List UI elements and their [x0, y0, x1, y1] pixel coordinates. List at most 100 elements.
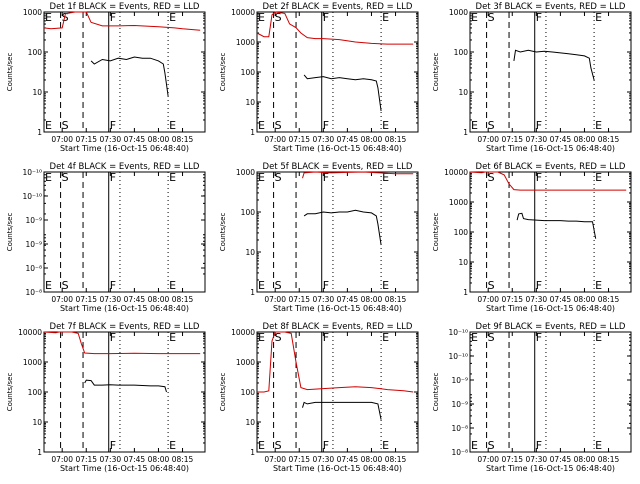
x-tick-label: 07:45	[550, 135, 572, 144]
x-axis-label: Start Time (16-Oct-15 06:48:40)	[60, 144, 189, 153]
events-series-line	[302, 401, 382, 420]
x-tick-label: 08:00	[574, 455, 596, 464]
x-tick-label: 07:30	[313, 455, 335, 464]
event-marker-label: E	[471, 439, 478, 452]
event-marker-label: E	[169, 279, 176, 292]
chart-title: Det 6f BLACK = Events, RED = LLD	[476, 162, 626, 172]
y-tick-label: 10000	[444, 168, 468, 177]
y-tick-label: 100	[28, 48, 43, 57]
y-tick-label: 1	[250, 128, 255, 137]
chart-svg: Det 7f BLACK = Events, RED = LLD10000100…	[6, 322, 206, 473]
lld-series-line	[257, 331, 414, 393]
x-tick-label: 07:45	[550, 455, 572, 464]
y-tick-label: 10⁻⁹	[451, 376, 468, 385]
y-axis-label: Counts/sec	[6, 373, 14, 412]
y-tick-label: 10⁻⁸	[25, 264, 42, 273]
event-marker-label: E	[382, 171, 389, 184]
x-tick-label: 07:45	[124, 455, 146, 464]
event-marker-label: E	[45, 11, 52, 24]
y-tick-label: 1000	[23, 358, 42, 367]
x-tick-label: 07:00	[264, 455, 286, 464]
event-marker-label: S	[275, 331, 282, 344]
x-tick-label: 08:00	[361, 295, 383, 304]
y-tick-label: 10⁻¹⁰	[448, 328, 468, 337]
y-tick-label: 10000	[231, 8, 255, 17]
event-marker-label: S	[488, 119, 495, 132]
y-axis-label: Counts/sec	[219, 213, 227, 252]
x-tick-label: 08:15	[598, 455, 620, 464]
event-marker-label: F	[536, 439, 542, 452]
event-marker-label: S	[488, 439, 495, 452]
y-tick-label: 1000	[236, 168, 255, 177]
y-tick-label: 10	[32, 88, 42, 97]
x-tick-label: 08:00	[361, 455, 383, 464]
chart-svg: Det 1f BLACK = Events, RED = LLD 1000 100 1…	[6, 2, 206, 153]
event-marker-label: S	[62, 171, 69, 184]
y-tick-label: 10⁻¹⁰	[448, 352, 468, 361]
x-tick-label: 07:00	[264, 135, 286, 144]
y-tick-label: 10⁻¹⁰	[22, 192, 42, 201]
x-tick-label: 07:45	[124, 135, 146, 144]
events-series-line	[303, 74, 382, 112]
events-series-line	[90, 56, 169, 96]
plot-frame	[469, 11, 632, 133]
x-tick-label: 07:15	[288, 135, 310, 144]
event-marker-label: F	[323, 439, 329, 452]
x-tick-label: 07:00	[264, 295, 286, 304]
plot-frame	[43, 171, 206, 293]
x-tick-label: 07:30	[100, 455, 122, 464]
x-tick-label: 07:15	[75, 295, 97, 304]
event-marker-label: F	[536, 331, 542, 344]
y-tick-label: 100	[454, 228, 469, 237]
x-tick-label: 08:15	[172, 455, 194, 464]
y-tick-label: 1000	[449, 198, 468, 207]
y-axis-label: Counts/sec	[432, 53, 440, 92]
event-marker-label: S	[62, 11, 69, 24]
event-marker-label: S	[275, 171, 282, 184]
x-tick-label: 07:45	[337, 135, 359, 144]
event-marker-label: F	[536, 171, 542, 184]
y-tick-label: 10	[32, 418, 42, 427]
y-tick-label: 10⁻⁹	[25, 216, 42, 225]
y-tick-label: 1000	[236, 358, 255, 367]
detector-panel: Det 8f BLACK = Events, RED = LLD 10000 100…	[213, 320, 426, 480]
y-tick-label: 100	[241, 388, 256, 397]
x-axis-label: Start Time (16-Oct-15 06:48:40)	[273, 144, 402, 153]
x-tick-label: 08:15	[385, 135, 407, 144]
x-tick-label: 07:45	[124, 295, 146, 304]
x-tick-label: 07:00	[477, 295, 499, 304]
detector-panel: Det 4f BLACK = Events, RED = LLD 10⁻¹⁰ 10⁻…	[0, 160, 213, 320]
event-marker-label: E	[595, 171, 602, 184]
x-tick-label: 07:15	[501, 455, 523, 464]
x-tick-label: 07:30	[313, 135, 335, 144]
lld-series-line	[43, 11, 201, 31]
event-marker-label: F	[110, 11, 116, 24]
x-axis-label: Start Time (16-Oct-15 06:48:40)	[486, 464, 615, 473]
x-tick-label: 07:45	[337, 455, 359, 464]
event-marker-label: F	[110, 171, 116, 184]
event-marker-label: E	[258, 11, 265, 24]
event-marker-label: S	[488, 331, 495, 344]
lld-series-line	[302, 171, 414, 179]
plot-frame	[469, 331, 632, 453]
events-series-line	[84, 379, 167, 393]
y-tick-label: 1000	[449, 8, 468, 17]
event-marker-label: E	[471, 119, 478, 132]
event-marker-label: E	[471, 331, 478, 344]
chart-title: Det 3f BLACK = Events, RED = LLD	[476, 2, 626, 12]
y-tick-label: 10	[245, 98, 255, 107]
event-marker-label: E	[595, 279, 602, 292]
y-tick-label: 10⁻¹⁰	[22, 168, 42, 177]
x-tick-label: 07:30	[526, 295, 548, 304]
event-marker-label: E	[595, 331, 602, 344]
event-marker-label: S	[62, 119, 69, 132]
x-tick-label: 08:00	[361, 135, 383, 144]
x-tick-label: 07:45	[550, 295, 572, 304]
event-marker-label: S	[62, 279, 69, 292]
y-tick-label: 10	[458, 88, 468, 97]
y-tick-label: 10⁻⁸	[451, 448, 468, 457]
chart-title: Det 8f BLACK = Events, RED = LLD	[263, 322, 413, 332]
y-tick-label: 1000	[236, 38, 255, 47]
x-tick-label: 08:00	[148, 135, 170, 144]
y-tick-label: 100	[241, 68, 256, 77]
